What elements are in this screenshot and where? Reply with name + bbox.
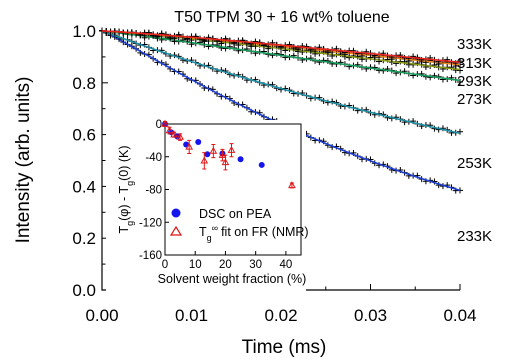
- legend-label-dsc: DSC on PEA: [199, 207, 272, 221]
- x-tick-label: 0.01: [175, 306, 208, 325]
- data-point: [269, 52, 276, 59]
- series-label-273K: 273K: [457, 91, 492, 108]
- legend-marker-nmr: [169, 225, 183, 236]
- text-part: T: [117, 226, 131, 234]
- text-part: T: [199, 225, 207, 239]
- subscript: g: [125, 221, 135, 226]
- y-tick-label: 0.8: [72, 74, 96, 93]
- y-tick-label: 0.6: [72, 126, 96, 145]
- fit-line-333K: [101, 30, 461, 64]
- inset-error-bar: [202, 152, 207, 170]
- inset-y-axis-title: Tg(φ) - Tg(0) (K): [117, 145, 135, 233]
- inset-error-bar: [229, 143, 234, 158]
- data-point: [457, 128, 463, 135]
- inset-legend: DSC on PEA Tg∞ fit on FR (NMR): [169, 207, 309, 243]
- inset-point-nmr: [221, 158, 230, 166]
- data-point: [405, 55, 412, 62]
- y-axis-title: Intensity (arb. units): [13, 77, 34, 244]
- data-point: [145, 29, 152, 36]
- y-tick-label: 1.0: [72, 22, 96, 41]
- inset-x-tick-label: 40: [279, 259, 292, 271]
- subscript: g: [207, 233, 212, 243]
- main-plot-area: 0.0 0.2 0.4 0.6 0.8 1.0 0.00 0.01 0.02 0.03 0.04 33…: [72, 22, 492, 325]
- inset-y-tick-label: -160: [139, 250, 162, 262]
- inset-point-dsc: [258, 161, 265, 168]
- inset-point-dsc: [237, 156, 244, 163]
- inset-point-dsc: [195, 139, 202, 146]
- y-tick-label: 0.0: [72, 281, 96, 300]
- superscript: ∞: [212, 223, 218, 233]
- x-tick-label: 0.00: [85, 306, 118, 325]
- inset-y-tick-label: 0: [156, 119, 162, 131]
- inset-point-nmr: [161, 119, 169, 127]
- inset-x-tick-label: 20: [219, 259, 232, 271]
- y-tick-label: 0.4: [72, 177, 96, 196]
- inset-x-tick-label: 30: [249, 259, 262, 271]
- fit-line-273K: [101, 30, 461, 82]
- inset-point-nmr: [170, 130, 178, 138]
- data-point: [248, 40, 255, 47]
- legend-label-nmr: Tg∞ fit on FR (NMR): [199, 223, 309, 243]
- text-part: (0) (K): [117, 145, 131, 180]
- inset-y-tick-label: -120: [139, 217, 162, 229]
- inset-point-nmr: [209, 146, 218, 154]
- inset-point-nmr: [227, 145, 236, 153]
- inset-error-bar: [187, 139, 192, 154]
- inset-y-tick-label: -80: [145, 185, 162, 197]
- inset-y-tick-label: -40: [145, 152, 162, 164]
- data-point: [350, 47, 357, 54]
- series-label-253K: 253K: [457, 155, 492, 172]
- text-part: (φ) - T: [117, 186, 131, 221]
- series-label-233K: 233K: [457, 228, 492, 245]
- series-label-293K: 293K: [457, 73, 492, 90]
- x-tick-label: 0.02: [264, 306, 297, 325]
- chart-title: T50 TPM 30 + 16 wt% toluene: [174, 9, 389, 26]
- inset-error-bar: [223, 154, 228, 171]
- data-point: [273, 50, 280, 57]
- series-label-313K: 313K: [457, 55, 492, 72]
- x-tick-label: 0.04: [443, 306, 476, 325]
- data-point: [452, 60, 459, 67]
- inset-x-axis-title: Solvent weight fraction (%): [158, 272, 307, 286]
- fit-line-253K: [101, 30, 461, 135]
- inset-point-nmr: [176, 132, 184, 140]
- data-point: [457, 58, 463, 65]
- text-part: fit on FR (NMR): [221, 225, 309, 239]
- y-tick-label: 0.2: [72, 229, 96, 248]
- inset-point-nmr: [185, 142, 194, 150]
- inset-point-nmr: [288, 181, 296, 189]
- x-axis-title: Time (ms): [242, 337, 327, 358]
- inset-x-tick-label: 10: [189, 259, 202, 271]
- inset-error-bar: [211, 143, 216, 159]
- inset-point-nmr: [165, 126, 174, 134]
- inset-point-nmr: [200, 156, 209, 164]
- inset-x-tick-label: 0: [162, 259, 168, 271]
- x-tick-label: 0.03: [354, 306, 387, 325]
- inset-background: [106, 120, 306, 296]
- subscript: g: [125, 181, 135, 186]
- data-point: [457, 67, 463, 74]
- series-label-333K: 333K: [457, 36, 492, 53]
- legend-marker-dsc: [171, 208, 181, 218]
